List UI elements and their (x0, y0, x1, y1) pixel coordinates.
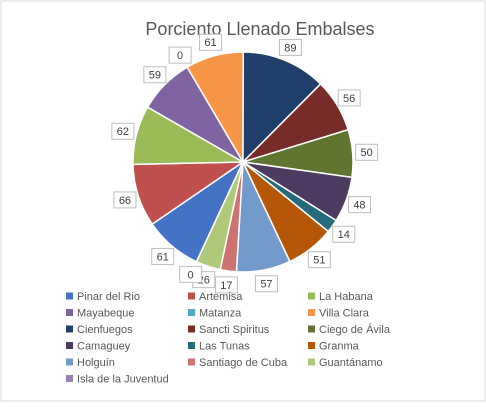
data-label: 17 (220, 280, 232, 292)
legend-label: Cienfuegos (77, 324, 133, 336)
data-label-box (143, 66, 167, 84)
legend-swatch (308, 325, 315, 333)
data-label-box (113, 191, 137, 209)
data-label: 0 (177, 50, 183, 62)
legend-label: Camaguey (77, 340, 131, 352)
data-label-box (151, 248, 175, 266)
data-label: 57 (260, 279, 272, 291)
legend-swatch (188, 292, 195, 300)
legend-label: Granma (319, 340, 360, 352)
data-label-box (355, 143, 379, 161)
legend-swatch (66, 309, 73, 316)
data-label: 50 (360, 147, 372, 159)
legend-swatch (308, 358, 315, 366)
data-label: 56 (343, 93, 355, 105)
legend-swatch (66, 375, 73, 382)
data-label: 59 (149, 70, 161, 82)
data-label: 61 (157, 251, 169, 263)
legend-label: Holguín (77, 357, 115, 369)
data-label-box (332, 225, 356, 243)
chart-title: Porciento Llenado Embalses (145, 19, 374, 39)
legend-label: Las Tunas (199, 340, 250, 352)
data-label: 48 (353, 200, 365, 212)
legend-label: Santiago de Cuba (199, 357, 288, 369)
pie-slice (195, 161, 244, 271)
data-label-box (214, 276, 238, 294)
legend-swatch (66, 358, 73, 366)
legend-swatch (188, 358, 195, 366)
legend-label: Isla de la Juventud (77, 373, 169, 385)
data-label-box (199, 33, 223, 51)
pie-slice (242, 51, 322, 164)
legend-label: Ciego de Ávila (319, 323, 391, 336)
legend-swatch (308, 292, 315, 300)
legend-swatch (188, 342, 195, 349)
data-label-box (347, 196, 371, 214)
data-label: 51 (313, 255, 325, 267)
data-label-box (337, 89, 361, 107)
legend-label: La Habana (319, 291, 374, 303)
legend-swatch (308, 342, 315, 349)
data-label: 66 (119, 195, 131, 207)
data-label-box (111, 122, 135, 140)
legend-label: Villa Clara (319, 307, 370, 319)
legend-label: Sancti Spiritus (199, 324, 270, 336)
data-label-box (168, 46, 192, 64)
legend-swatch (188, 325, 195, 333)
legend-label: Pinar del Rio (77, 291, 140, 303)
legend-label: Artemisa (199, 291, 243, 303)
legend-swatch (66, 325, 73, 333)
legend-swatch (66, 342, 73, 349)
data-label: 0 (188, 269, 194, 281)
legend-swatch (66, 292, 73, 300)
data-label-box (278, 38, 302, 56)
legend-swatch (188, 309, 195, 316)
data-label: 14 (338, 229, 350, 241)
legend-label: Guantánamo (319, 357, 383, 369)
data-label: 89 (284, 42, 296, 54)
legend-label: Matanza (199, 307, 242, 319)
legend-label: Mayabeque (77, 307, 135, 319)
data-label: 61 (204, 37, 216, 49)
data-label-box (254, 275, 278, 293)
data-label-box (179, 265, 203, 283)
legend-swatch (308, 309, 315, 316)
data-label-box (307, 251, 331, 269)
data-label: 62 (117, 126, 129, 138)
